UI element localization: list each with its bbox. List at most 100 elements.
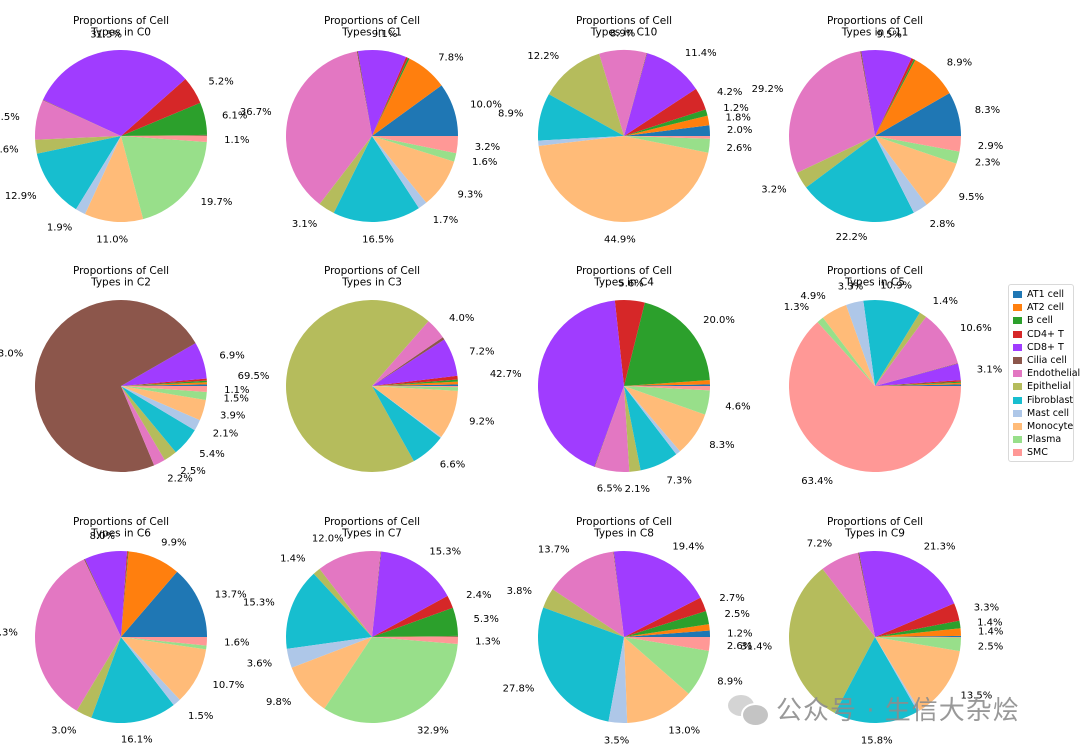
- pie-data-label: 1.6%: [224, 638, 249, 649]
- legend-label: Mast cell: [1027, 407, 1070, 419]
- pie-data-label: 6.5%: [597, 484, 622, 495]
- legend-label: Plasma: [1027, 434, 1062, 446]
- pie-slice: [861, 50, 912, 137]
- legend-swatch: [1013, 357, 1022, 365]
- pie-slice: [875, 316, 958, 386]
- pie-slice: [121, 378, 207, 386]
- pie-data-label: 19.7%: [201, 197, 233, 208]
- pie-slice: [875, 60, 950, 136]
- pie-data-label: 8.9%: [610, 28, 635, 39]
- legend-swatch: [1013, 396, 1022, 404]
- chart-title: Types in C8: [593, 528, 654, 540]
- pie-slice: [624, 637, 689, 723]
- pie-slice: [121, 637, 207, 700]
- pie-slice: [324, 637, 458, 724]
- pie-data-label: 3.2%: [761, 185, 786, 196]
- chart-title: Types in C0: [90, 27, 151, 39]
- pie-slice: [822, 305, 875, 386]
- pie-slice: [875, 380, 961, 386]
- pie-data-label: 3.1%: [977, 364, 1002, 375]
- pie-data-label: 2.7%: [719, 593, 744, 604]
- pie-slice: [34, 100, 122, 140]
- pie-slice: [538, 607, 624, 722]
- legend-swatch: [1013, 409, 1022, 417]
- legend-item: Monocyte: [1013, 420, 1073, 433]
- pie-slice: [599, 50, 647, 136]
- pie-slice: [121, 551, 129, 637]
- pie-data-label: 2.1%: [625, 484, 650, 495]
- pie-data-label: 11.0%: [96, 234, 128, 245]
- pie-slice: [624, 115, 710, 136]
- pie-slice: [875, 637, 920, 712]
- pie-slice: [875, 384, 961, 386]
- pie-data-label: 6.6%: [440, 459, 465, 470]
- pie-data-label: 9.8%: [266, 697, 291, 708]
- pie-slice: [624, 386, 641, 472]
- pie-slice: [594, 386, 630, 473]
- pie-slice: [42, 49, 186, 136]
- pie-slice: [624, 302, 710, 386]
- pie-slice: [121, 386, 206, 421]
- legend-swatch: [1013, 436, 1022, 444]
- pie-data-label: 2.8%: [930, 219, 955, 230]
- chart-title: Proportions of Cell: [827, 265, 923, 277]
- pie-slice: [624, 53, 696, 136]
- pie-slice: [859, 551, 955, 637]
- pie-data-label: 9.2%: [469, 417, 494, 428]
- wechat-icon: [728, 693, 770, 727]
- pie-slice: [121, 637, 207, 646]
- pie-slice: [538, 136, 624, 146]
- pie-slice: [121, 637, 207, 650]
- pie-slice: [624, 386, 706, 452]
- pie-data-label: 1.2%: [727, 629, 752, 640]
- pie-data-label: 44.9%: [604, 235, 636, 246]
- pie-slice: [624, 611, 710, 637]
- pie-slice: [372, 339, 458, 386]
- chart-title: Types in C6: [90, 528, 151, 540]
- pie-data-label: 2.6%: [727, 641, 752, 652]
- legend-swatch: [1013, 383, 1022, 391]
- pie-slice: [372, 595, 453, 637]
- pie-slice: [875, 363, 959, 386]
- pie-data-label: 10.6%: [960, 323, 992, 334]
- pie-slice: [624, 88, 706, 136]
- watermark-text: 公众号 · 生信大杂烩: [776, 696, 1020, 726]
- pie-slice: [121, 386, 200, 431]
- legend-item: Cilia cell: [1013, 354, 1069, 367]
- pie-slice: [372, 375, 458, 386]
- chart-title: Proportions of Cell: [324, 15, 420, 27]
- pie-slice: [286, 573, 372, 649]
- legend-swatch: [1013, 370, 1022, 378]
- pie-data-label: 42.7%: [490, 369, 522, 380]
- legend-item: Fibroblast: [1013, 394, 1073, 407]
- pie-slice: [624, 597, 706, 637]
- pie-slice: [875, 93, 961, 136]
- pie-slice: [121, 386, 207, 400]
- pie-data-label: 2.9%: [978, 141, 1003, 152]
- pie-data-label: 31.4%: [740, 641, 772, 652]
- pie-data-label: 6.1%: [222, 111, 247, 122]
- pie-slice: [834, 637, 918, 723]
- pie-data-label: 12.2%: [527, 51, 559, 62]
- pie-data-label: 5.4%: [199, 449, 224, 460]
- pie-data-label: 69.5%: [238, 371, 270, 382]
- pie-data-label: 3.2%: [475, 142, 500, 153]
- chart-title: Proportions of Cell: [576, 265, 672, 277]
- pie-slice: [624, 136, 711, 139]
- chart-title: Types in C7: [341, 528, 402, 540]
- pie-data-label: 15.3%: [243, 598, 275, 609]
- pie-slice: [875, 637, 960, 711]
- pie-slice: [789, 568, 875, 714]
- pie-data-label: 5.6%: [618, 279, 643, 290]
- pie-data-label: 3.5%: [604, 735, 629, 746]
- pie-data-label: 1.8%: [726, 113, 751, 124]
- pie-data-label: 20.0%: [703, 315, 735, 326]
- pie-slice: [614, 300, 645, 386]
- pie-data-label: 1.3%: [475, 637, 500, 648]
